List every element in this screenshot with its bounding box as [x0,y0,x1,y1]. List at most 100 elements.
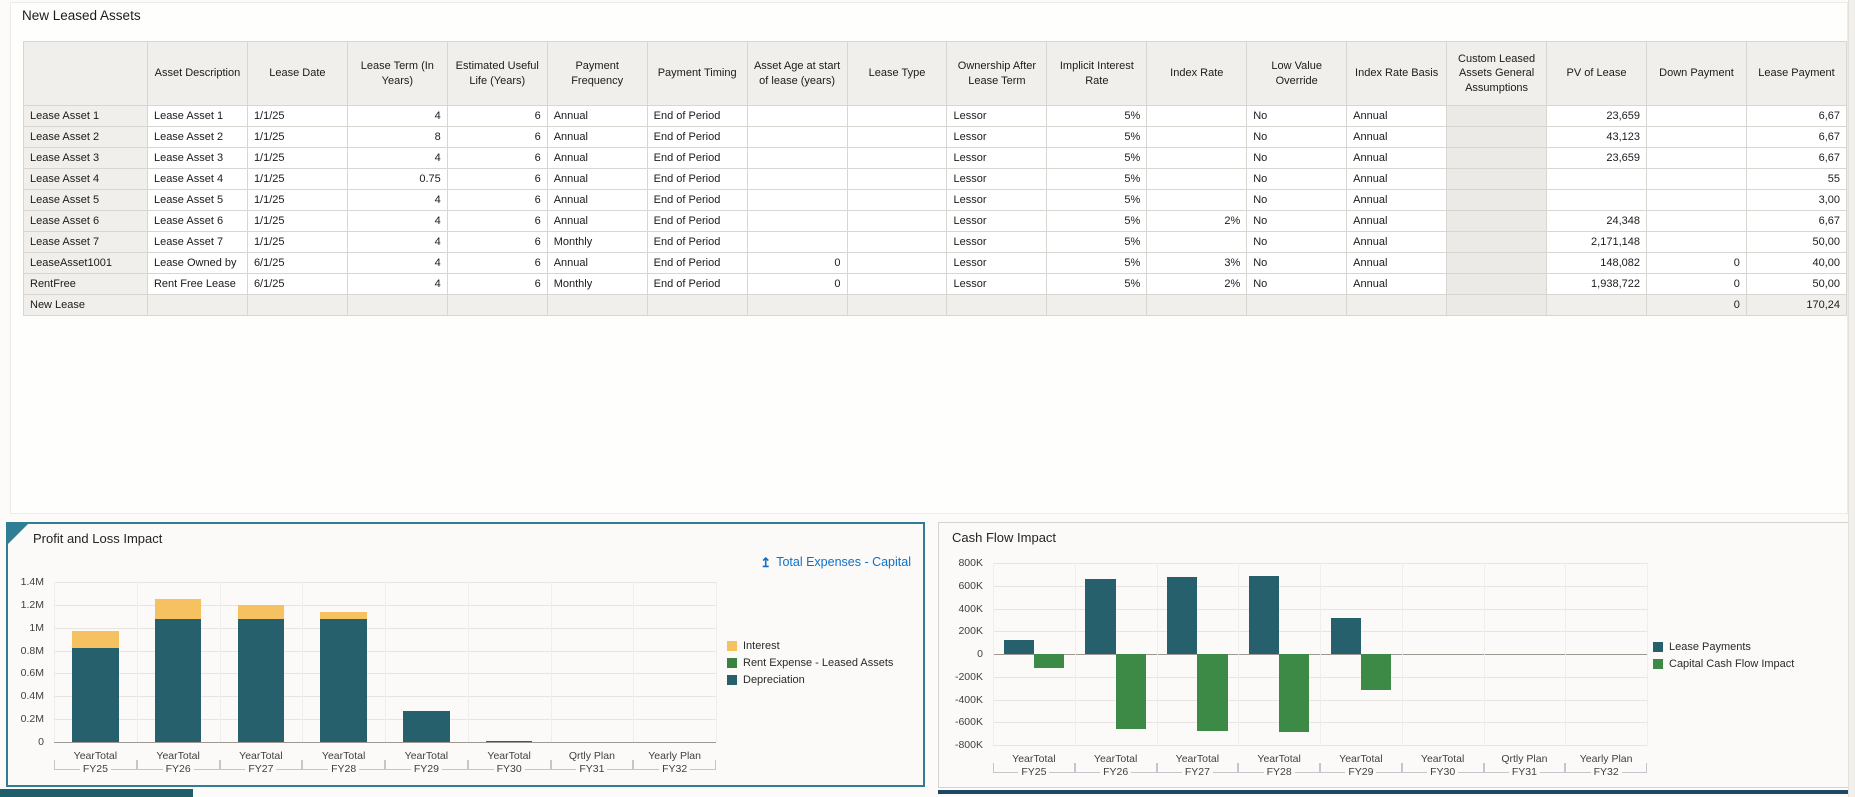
grid-cell[interactable]: Monthly [546,231,648,253]
column-header[interactable]: Estimated Useful Life (Years) [446,41,548,106]
grid-cell[interactable] [1645,126,1747,148]
drill-link-total-expenses[interactable]: ↥ Total Expenses - Capital [760,555,911,569]
grid-cell[interactable] [1446,147,1548,169]
grid-cell[interactable] [546,294,648,316]
grid-cell[interactable]: Annual [546,105,648,127]
bar[interactable] [1033,654,1065,669]
column-header[interactable]: Lease Payment [1745,41,1847,106]
column-header[interactable]: PV of Lease [1546,41,1647,106]
grid-cell[interactable]: 55 [1745,168,1847,190]
bar[interactable] [1330,618,1361,654]
grid-cell[interactable]: 2% [1146,210,1248,232]
grid-cell[interactable]: 1/1/25 [246,168,348,190]
grid-cell[interactable]: 40,00 [1745,252,1847,274]
grid-cell[interactable]: 6 [446,189,548,211]
grid-cell[interactable]: Lessor [946,189,1048,211]
grid-cell[interactable]: 4 [346,210,448,232]
grid-cell[interactable]: Lessor [946,273,1048,295]
stacked-bar[interactable] [569,582,615,742]
stacked-bar[interactable] [320,582,367,742]
grid-cell[interactable]: Annual [1346,168,1448,190]
legend-item[interactable]: Lease Payments [1653,641,1833,653]
grid-cell[interactable]: Annual [1346,189,1448,211]
grid-cell[interactable] [846,294,948,316]
vertical-scrollbar[interactable] [1848,0,1855,797]
row-header[interactable]: LeaseAsset1001 [23,252,148,274]
stacked-bar[interactable] [237,582,285,742]
grid-cell[interactable]: Annual [1346,252,1448,274]
row-header[interactable]: RentFree [23,273,148,295]
grid-cell[interactable] [1645,231,1747,253]
column-header[interactable]: Lease Date [246,41,348,106]
column-header[interactable]: Payment Timing [646,41,748,106]
grid-cell[interactable]: Annual [1346,105,1448,127]
grid-cell[interactable]: Lessor [946,126,1048,148]
grid-cell[interactable] [846,105,948,127]
grid-cell[interactable]: Monthly [546,273,648,295]
grid-cell[interactable]: No [1246,252,1348,274]
grid-cell[interactable]: 6 [446,210,548,232]
grid-cell[interactable]: Annual [546,168,648,190]
grid-cell[interactable]: 0 [746,273,848,295]
grid-cell[interactable]: Lease Asset 1 [146,105,248,127]
grid-cell[interactable] [746,168,848,190]
grid-cell[interactable]: 6 [446,252,548,274]
grid-cell[interactable] [1146,231,1248,253]
grid-cell[interactable]: 43,123 [1546,126,1647,148]
grid-cell[interactable]: 3% [1146,252,1248,274]
column-header[interactable]: Lease Term (In Years) [346,41,448,106]
grid-cell[interactable]: 1/1/25 [246,147,348,169]
grid-cell[interactable] [246,294,348,316]
grid-cell[interactable] [846,273,948,295]
legend-item[interactable]: Rent Expense - Leased Assets [727,657,909,669]
column-header[interactable] [23,41,148,106]
legend-item[interactable]: Capital Cash Flow Impact [1653,658,1833,670]
grid-cell[interactable] [1146,168,1248,190]
grid-cell[interactable] [1146,105,1248,127]
grid-cell[interactable]: Lessor [946,231,1048,253]
row-header[interactable]: Lease Asset 1 [23,105,148,127]
grid-cell[interactable]: 23,659 [1546,105,1647,127]
grid-cell[interactable]: Annual [546,147,648,169]
grid-cell[interactable] [1446,294,1548,316]
grid-cell[interactable]: 4 [346,231,448,253]
grid-cell[interactable] [1146,147,1248,169]
grid-cell[interactable]: Annual [1346,126,1448,148]
grid-cell[interactable]: 4 [346,105,448,127]
column-header[interactable]: Implicit Interest Rate [1046,41,1148,106]
grid-cell[interactable]: No [1246,168,1348,190]
stacked-bar[interactable] [72,582,119,742]
grid-cell[interactable]: Lessor [946,168,1048,190]
grid-cell[interactable]: 5% [1046,147,1148,169]
grid-cell[interactable]: Annual [546,252,648,274]
grid-cell[interactable]: No [1246,231,1348,253]
grid-cell[interactable] [746,294,848,316]
grid-cell[interactable] [746,210,848,232]
bar[interactable] [1197,654,1228,732]
grid-cell[interactable]: 0.75 [346,168,448,190]
column-header[interactable]: Asset Description [146,41,248,106]
grid-cell[interactable]: End of Period [646,273,748,295]
grid-cell[interactable] [1446,189,1548,211]
grid-cell[interactable] [1645,147,1747,169]
grid-cell[interactable] [1546,168,1647,190]
bar[interactable] [1115,654,1146,730]
grid-cell[interactable]: 6/1/25 [246,252,348,274]
bar-segment[interactable] [403,711,450,742]
grid-cell[interactable]: Lease Asset 3 [146,147,248,169]
grid-cell[interactable]: Lessor [946,210,1048,232]
grid-cell[interactable]: Annual [1346,231,1448,253]
grid-cell[interactable] [1446,126,1548,148]
grid-cell[interactable]: 1/1/25 [246,210,348,232]
row-header[interactable]: Lease Asset 2 [23,126,148,148]
row-header[interactable]: Lease Asset 4 [23,168,148,190]
grid-cell[interactable] [746,189,848,211]
grid-cell[interactable] [846,168,948,190]
column-header[interactable]: Custom Leased Assets General Assumptions [1446,41,1548,106]
grid-cell[interactable]: 6,67 [1745,126,1847,148]
stacked-bar[interactable] [485,582,533,742]
bar-segment[interactable] [154,599,202,619]
bar[interactable] [1167,577,1198,654]
grid-cell[interactable]: Lease Asset 6 [146,210,248,232]
grid-cell[interactable]: Lessor [946,105,1048,127]
